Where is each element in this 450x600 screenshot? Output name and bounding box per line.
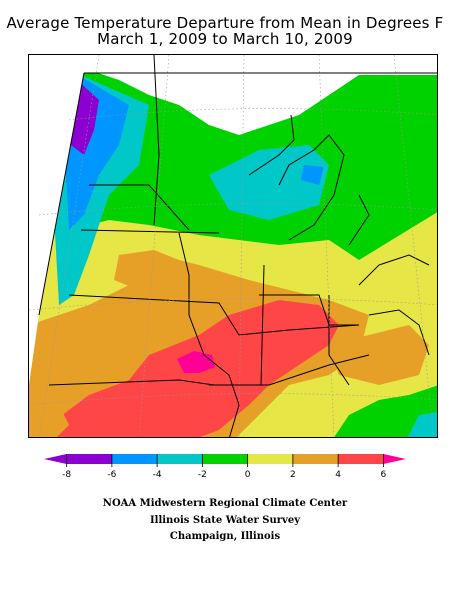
map-title: Average Temperature Departure from Mean …	[6, 14, 444, 32]
boundary-lines	[38, 55, 437, 437]
region-orange-west	[114, 250, 179, 290]
legend: -8 -6 -4 -2 0 2 4 6	[0, 448, 450, 484]
legend-bin	[157, 454, 203, 464]
region-cyan-lakes	[209, 145, 329, 220]
legend-tick-label: 4	[335, 470, 341, 480]
legend-bin	[247, 454, 293, 464]
graticule	[29, 55, 437, 437]
region-orange-south	[29, 405, 69, 437]
legend-tick-label: -2	[198, 470, 207, 480]
region-cyan-southeast	[404, 410, 437, 437]
legend-bin	[202, 454, 248, 464]
region-no-data	[84, 73, 437, 135]
region-orange-east	[329, 325, 429, 385]
legend-tick-label: -4	[153, 470, 162, 480]
legend-bin	[66, 454, 112, 464]
temperature-departure-map	[28, 54, 438, 438]
legend-tick-label: 6	[381, 470, 387, 480]
legend-tick-label: 2	[290, 470, 296, 480]
region-blue-patch	[301, 165, 324, 185]
legend-tick-label: -6	[107, 470, 116, 480]
legend-bin	[44, 454, 67, 464]
legend-tick-label: 0	[245, 470, 251, 480]
legend-bin	[111, 454, 158, 464]
credit-survey: Illinois State Water Survey	[149, 515, 301, 526]
credit-organization: NOAA Midwestern Regional Climate Center	[102, 498, 348, 509]
credit-location: Champaign, Illinois	[169, 531, 281, 542]
legend-bin	[292, 454, 339, 464]
map-subtitle: March 1, 2009 to March 10, 2009	[97, 30, 353, 48]
legend-bin	[383, 454, 406, 464]
legend-tick-label: -8	[62, 470, 71, 480]
legend-bin	[338, 454, 384, 464]
